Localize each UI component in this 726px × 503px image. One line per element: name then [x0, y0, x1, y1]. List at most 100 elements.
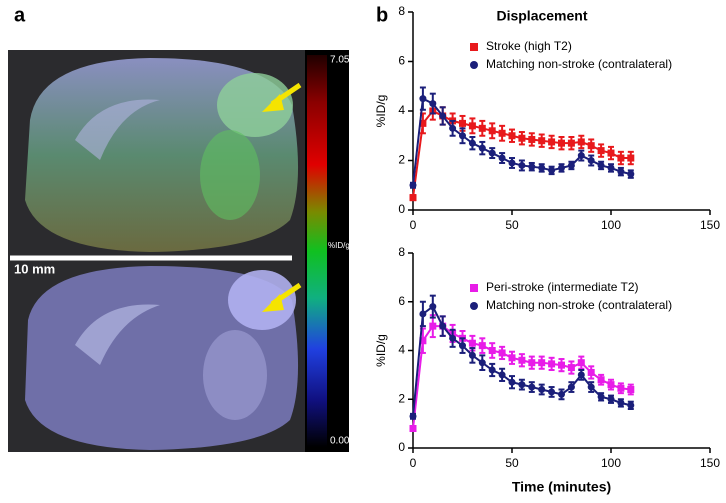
striatum-top [200, 130, 260, 220]
marker [439, 112, 447, 120]
marker [409, 181, 417, 189]
marker [419, 119, 427, 127]
marker [607, 149, 615, 157]
marker [617, 399, 625, 407]
marker [449, 334, 457, 342]
marker [538, 137, 546, 145]
panel-label: a [14, 4, 26, 26]
striatum-bottom [203, 330, 267, 420]
x-tick-label: 50 [505, 456, 519, 470]
marker [488, 366, 496, 374]
marker [597, 393, 605, 401]
y-tick-label: 8 [398, 4, 405, 18]
marker [597, 161, 605, 169]
y-tick-label: 4 [398, 103, 405, 117]
marker [538, 164, 546, 172]
marker [597, 147, 605, 155]
ventricle-top [75, 99, 160, 160]
marker [627, 170, 635, 178]
marker [478, 359, 486, 367]
legend-marker [470, 61, 478, 69]
marker [429, 322, 437, 330]
marker [419, 337, 427, 345]
legend-label: Matching non-stroke (contralateral) [486, 298, 672, 312]
panel-label: b [376, 4, 388, 26]
arrowhead [262, 94, 284, 112]
marker [587, 142, 595, 150]
y-tick-label: 4 [398, 343, 405, 357]
y-tick-label: 6 [398, 54, 405, 68]
marker [419, 95, 427, 103]
marker [577, 359, 585, 367]
y-tick-label: 0 [398, 440, 405, 454]
marker [567, 139, 575, 147]
marker [508, 132, 516, 140]
marker [498, 129, 506, 137]
marker [518, 161, 526, 169]
marker [508, 378, 516, 386]
x-tick-label: 100 [601, 218, 621, 232]
marker [478, 144, 486, 152]
y-tick-label: 6 [398, 294, 405, 308]
colorbar-max: 7.05 [330, 55, 350, 66]
marker [498, 371, 506, 379]
x-tick-label: 50 [505, 218, 519, 232]
marker [528, 135, 536, 143]
y-axis-label: %ID/g [374, 95, 388, 128]
colorbar [307, 55, 327, 447]
marker [468, 339, 476, 347]
marker [409, 194, 417, 202]
marker [617, 384, 625, 392]
marker [488, 127, 496, 135]
marker [627, 154, 635, 162]
marker [459, 119, 466, 127]
marker [617, 154, 625, 162]
colorbar-unit: %ID/g [328, 241, 350, 250]
marker [459, 132, 466, 140]
marker [627, 386, 635, 393]
legend-label: Peri-stroke (intermediate T2) [486, 280, 639, 294]
lesion-bottom [228, 270, 296, 330]
marker [528, 359, 536, 367]
marker [558, 361, 565, 369]
marker [567, 364, 575, 372]
marker [587, 368, 595, 376]
scale-bar-label: 10 mm [14, 261, 55, 276]
x-tick-label: 0 [410, 218, 417, 232]
chart-title: Displacement [496, 8, 587, 24]
marker [478, 124, 486, 132]
marker [488, 347, 496, 354]
marker [538, 386, 546, 393]
marker [429, 303, 437, 311]
marker [627, 401, 635, 409]
marker [508, 354, 516, 362]
marker [528, 383, 536, 391]
marker [577, 152, 585, 160]
marker [498, 349, 506, 357]
legend-marker [470, 43, 478, 51]
marker [468, 122, 476, 130]
legend-marker [470, 284, 478, 292]
marker [518, 381, 526, 389]
legend-label: Stroke (high T2) [486, 39, 572, 53]
y-tick-label: 2 [398, 391, 405, 405]
marker [548, 388, 556, 396]
x-axis-label: Time (minutes) [512, 479, 611, 495]
marker [459, 342, 466, 350]
x-tick-label: 150 [700, 218, 720, 232]
marker [567, 161, 575, 169]
marker [518, 134, 526, 142]
x-tick-label: 0 [410, 456, 417, 470]
marker [449, 124, 457, 132]
legend-label: Matching non-stroke (contralateral) [486, 57, 672, 71]
marker [508, 159, 516, 167]
marker [409, 412, 417, 420]
marker [498, 154, 506, 162]
y-tick-label: 0 [398, 202, 405, 216]
ventricle-bottom [75, 304, 160, 365]
marker [607, 381, 615, 389]
x-tick-label: 150 [700, 456, 720, 470]
arrowhead [262, 294, 284, 312]
marker [419, 310, 427, 318]
marker [577, 138, 585, 146]
